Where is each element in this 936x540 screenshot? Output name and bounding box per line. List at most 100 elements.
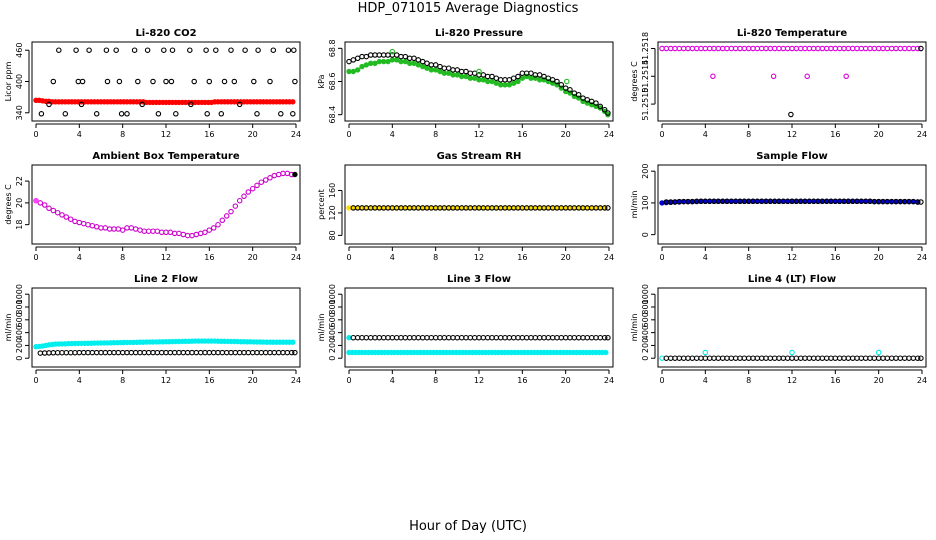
- data-point: [158, 229, 165, 236]
- data-point: [659, 355, 665, 361]
- data-point: [750, 45, 756, 52]
- data-point: [906, 45, 912, 52]
- data-point: [103, 47, 110, 53]
- data-point: [845, 355, 852, 361]
- data-point: [797, 45, 804, 52]
- data-point: [605, 334, 611, 341]
- data-point: [515, 73, 521, 80]
- x-axis: 0 4 8 12 16 20 24: [346, 246, 614, 262]
- data-point: [732, 355, 739, 361]
- data-point: [128, 349, 135, 356]
- data-point: [519, 334, 526, 341]
- data-point: [280, 349, 286, 356]
- x-tick-label: 12: [161, 253, 171, 262]
- data-point: [745, 45, 752, 52]
- data-point: [245, 189, 252, 195]
- data-point: [480, 334, 487, 341]
- data-point: [380, 52, 387, 58]
- data-point: [119, 227, 126, 233]
- data-point: [601, 106, 608, 113]
- data-point: [359, 334, 365, 341]
- y-tick-label: 120: [328, 205, 337, 220]
- data-point: [242, 47, 248, 53]
- data-point: [858, 45, 865, 52]
- data-point: [454, 67, 461, 73]
- data-point: [680, 45, 687, 52]
- data-point: [506, 77, 513, 83]
- data-point: [280, 170, 286, 177]
- data-point: [271, 349, 278, 356]
- data-point: [528, 334, 534, 341]
- data-point: [223, 213, 230, 219]
- y-axis-label: ml/min: [630, 191, 639, 219]
- chart-title: Li-820 Temperature: [737, 28, 847, 39]
- data-point: [767, 355, 774, 361]
- data-point: [702, 349, 709, 356]
- series-line3-cyan-low: [346, 349, 609, 356]
- data-point: [484, 334, 491, 341]
- data-point: [562, 334, 569, 341]
- data-point: [184, 232, 191, 239]
- data-point: [428, 67, 434, 73]
- data-point: [203, 47, 209, 53]
- data-point: [605, 205, 611, 211]
- data-point: [445, 334, 452, 341]
- data-point: [236, 197, 243, 204]
- data-point: [144, 47, 151, 53]
- data-point: [450, 67, 456, 73]
- data-point: [254, 111, 260, 117]
- data-point: [789, 349, 795, 356]
- x-tick-label: 24: [604, 253, 614, 262]
- data-point: [689, 355, 696, 361]
- data-point: [41, 202, 48, 208]
- x-tick-label: 24: [917, 376, 927, 385]
- data-point: [254, 349, 260, 356]
- chart-panel-4: Ambient Box Temperature 0 4 8 12 16 20 24 18 20 22…: [4, 151, 301, 262]
- data-point: [376, 58, 382, 65]
- data-point: [797, 355, 804, 361]
- data-point: [471, 70, 478, 76]
- data-point: [702, 355, 709, 361]
- data-point: [219, 217, 226, 224]
- data-point: [875, 349, 882, 356]
- x-tick-label: 24: [604, 376, 614, 385]
- data-point: [867, 45, 873, 52]
- chart-title: Gas Stream RH: [437, 151, 522, 162]
- data-point: [106, 226, 113, 232]
- data-point: [584, 334, 591, 341]
- data-point: [770, 73, 777, 80]
- data-point: [880, 355, 886, 361]
- data-point: [719, 355, 726, 361]
- y-axis: 340 400 460: [15, 43, 30, 120]
- data-point: [85, 221, 91, 228]
- data-point: [359, 53, 365, 60]
- page-title: HDP_071015 Average Diagnostics: [357, 1, 579, 16]
- data-point: [389, 48, 396, 55]
- plot-frame: [344, 287, 614, 368]
- x-tick-label: 8: [433, 253, 438, 262]
- series-pressure-avg: [346, 57, 611, 118]
- data-point: [139, 101, 145, 108]
- data-point: [823, 355, 830, 361]
- data-point: [910, 355, 917, 361]
- y-axis: 80 120 160: [328, 183, 343, 240]
- series-line4-cyan: [659, 349, 882, 361]
- data-point: [150, 349, 156, 356]
- data-point: [363, 334, 370, 341]
- x-tick-label: 20: [248, 130, 258, 139]
- series-pressure-black: [346, 52, 611, 116]
- data-point: [685, 355, 691, 361]
- data-point: [191, 78, 197, 85]
- x-tick-label: 16: [204, 253, 214, 262]
- x-tick-label: 8: [433, 376, 438, 385]
- data-point: [810, 355, 817, 361]
- data-point: [875, 355, 882, 361]
- data-point: [880, 45, 886, 52]
- data-point: [393, 52, 400, 58]
- data-point: [536, 72, 543, 78]
- data-point: [432, 62, 439, 68]
- data-point: [202, 229, 208, 236]
- data-point: [819, 355, 826, 361]
- data-point: [836, 45, 843, 52]
